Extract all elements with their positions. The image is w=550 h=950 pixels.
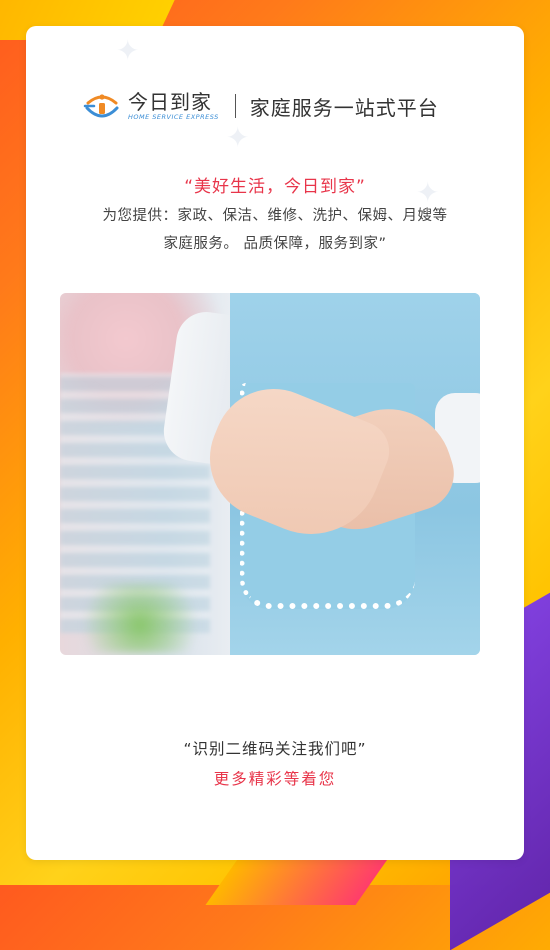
qr-prompt-subtext: 更多精彩等着您 bbox=[213, 770, 337, 788]
watermark-icon: ✦ bbox=[116, 34, 140, 67]
intro-description-line2: 家庭服务。 品质保障，服务到家” bbox=[163, 236, 387, 252]
header-divider bbox=[234, 94, 236, 118]
photo-greenery bbox=[70, 583, 210, 653]
home-service-logo-icon bbox=[82, 86, 122, 126]
intro-quote: “美好生活，今日到家” bbox=[184, 177, 366, 197]
intro-description-line1: 为您提供：家政、保洁、维修、洗护、保姆、月嫂等 bbox=[102, 208, 448, 224]
brand-name: 今日到家 bbox=[128, 90, 212, 114]
housekeeper-photo bbox=[60, 293, 480, 655]
brand-slogan: 家庭服务一站式平台 bbox=[249, 95, 439, 120]
brand-header: 今日到家 HOME SERVICE EXPRESS 家庭服务一站式平台 bbox=[82, 86, 439, 126]
watermark-icon: ✦ bbox=[416, 176, 440, 209]
watermark-icon: ✦ bbox=[226, 121, 250, 154]
qr-prompt-text: “识别二维码关注我们吧” bbox=[183, 740, 367, 758]
brand-english-name: HOME SERVICE EXPRESS bbox=[128, 113, 219, 121]
poster-card: ✦ ✦ ✦ 今日到家 HOME SERVICE EXPRESS 家庭服务一站式平… bbox=[26, 26, 524, 860]
